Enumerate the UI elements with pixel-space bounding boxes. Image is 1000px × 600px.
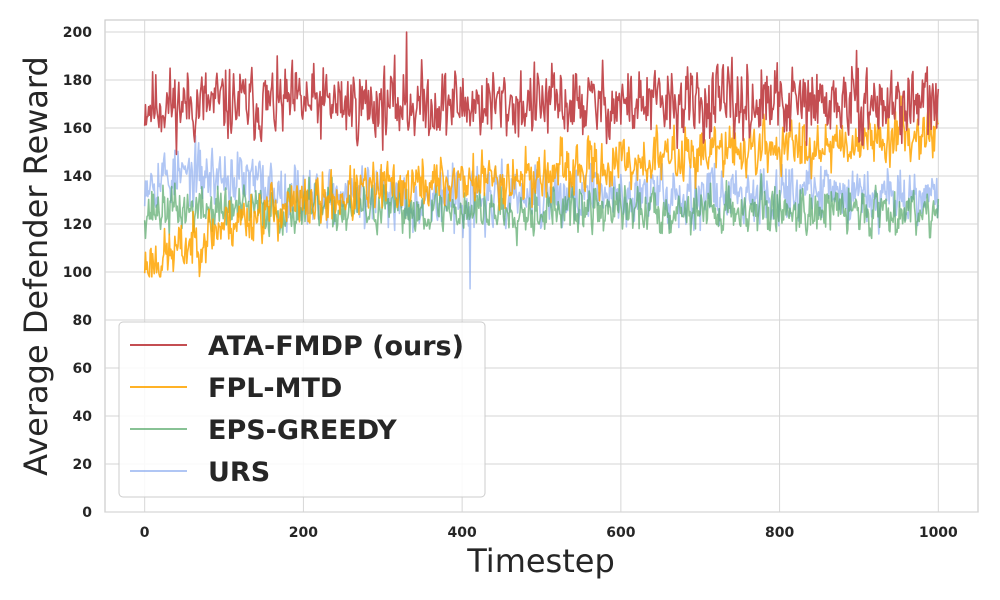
x-tick-label: 800 [765, 525, 794, 541]
y-tick-label: 40 [73, 409, 93, 425]
legend-label: EPS-GREEDY [208, 415, 397, 446]
y-tick-labels: 0 20 40 60 80 100 120 140 160 180 200 [63, 25, 92, 521]
y-tick-label: 200 [63, 25, 92, 41]
y-axis-label: Average Defender Reward [17, 56, 55, 476]
x-tick-label: 0 [140, 525, 150, 541]
y-tick-label: 0 [82, 505, 92, 521]
y-tick-label: 60 [73, 361, 93, 377]
legend-label: URS [208, 457, 270, 488]
series-lines [143, 31, 940, 290]
legend: ATA-FMDP (ours) FPL-MTD EPS-GREEDY URS [118, 321, 486, 498]
y-tick-label: 180 [63, 73, 92, 89]
y-tick-label: 80 [73, 313, 93, 329]
y-tick-label: 120 [63, 217, 92, 233]
y-tick-label: 100 [63, 265, 92, 281]
legend-label: ATA-FMDP (ours) [208, 331, 464, 362]
x-tick-label: 200 [289, 525, 318, 541]
series-line-0 [143, 31, 940, 156]
series-line-1 [143, 95, 940, 278]
x-axis-label: Timestep [466, 542, 615, 580]
y-tick-label: 140 [63, 169, 92, 185]
y-tick-label: 160 [63, 121, 92, 137]
series-line-3 [143, 135, 940, 290]
x-tick-label: 400 [448, 525, 477, 541]
legend-label: FPL-MTD [208, 373, 342, 404]
x-tick-label: 600 [606, 525, 635, 541]
legend-box [118, 321, 486, 498]
x-tick-label: 1000 [919, 525, 958, 541]
x-tick-labels: 0 200 400 600 800 1000 [140, 525, 958, 541]
y-tick-label: 20 [73, 457, 93, 473]
